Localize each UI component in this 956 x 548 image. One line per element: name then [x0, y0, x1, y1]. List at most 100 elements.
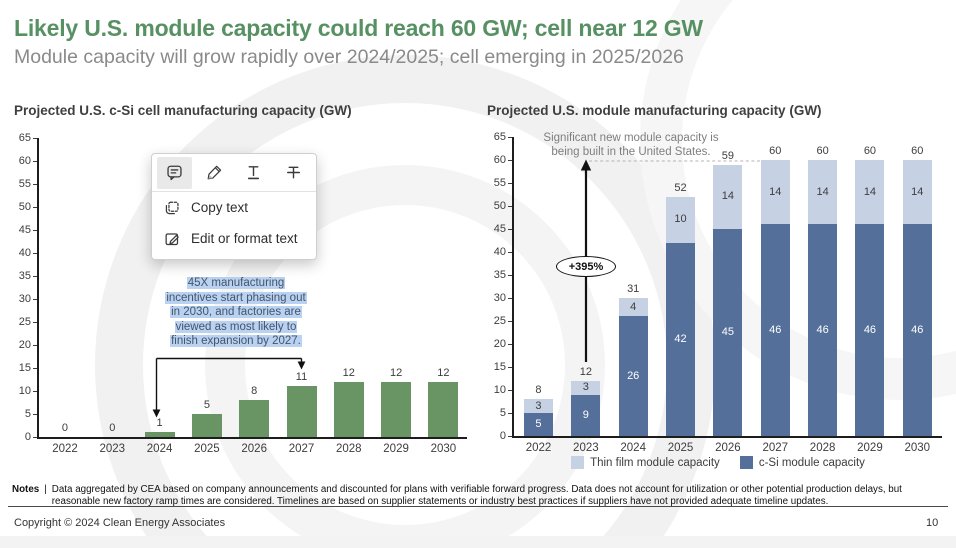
module-annotation-text: Significant new module capacity is being…: [527, 131, 735, 159]
bar-value-label: 1: [156, 417, 163, 430]
x-category-label: 2027: [288, 443, 315, 455]
y-tick-label: 65: [493, 131, 506, 143]
y-tick-mark: [33, 321, 37, 323]
legend-swatch: [571, 456, 585, 469]
annotation-toolbar: [152, 154, 316, 192]
underline-text-icon[interactable]: [236, 157, 271, 189]
y-axis: [512, 137, 514, 436]
y-tick-label: 50: [493, 200, 506, 212]
y-axis: [37, 138, 39, 437]
bar-total-label: 52: [674, 181, 687, 194]
y-tick-label: 5: [24, 408, 31, 420]
csi-bar-segment: [713, 229, 743, 436]
thinfilm-bar-segment: [713, 164, 743, 229]
comment-icon[interactable]: [157, 156, 192, 189]
bar-total-label: 60: [863, 145, 877, 157]
bar-total-label: 59: [721, 149, 735, 162]
csi-bar-segment: [618, 316, 648, 436]
bar-total-label: 8: [535, 384, 542, 397]
y-tick-mark: [508, 412, 512, 414]
slide-title: Likely U.S. module capacity could reach …: [14, 15, 703, 41]
csi-bar-segment: [760, 224, 790, 436]
text-selection-highlight: finish expansion by 2027.: [170, 335, 302, 348]
y-tick-mark: [33, 137, 37, 139]
csi-segment-value: 46: [769, 323, 782, 336]
csi-bar-segment: [524, 413, 553, 436]
growth-percent-badge: +395%: [556, 256, 616, 277]
slide-subtitle: Module capacity will grow rapidly over 2…: [14, 46, 684, 68]
annotation-line: Significant new module capacity is: [543, 132, 719, 144]
edit-format-text-menu-item[interactable]: Edit or format text: [152, 223, 316, 254]
cell-capacity-bar: [381, 381, 412, 437]
y-tick-mark: [33, 436, 37, 438]
thinfilm-bar-segment: [855, 160, 885, 225]
text-selection-context-menu: Copy text Edit or format text: [151, 153, 317, 260]
x-category-label: 2028: [335, 443, 362, 455]
strikethrough-text-icon[interactable]: [276, 157, 311, 189]
bar-value-label: 12: [342, 366, 355, 379]
bar-total-label: 60: [769, 145, 782, 157]
y-tick-label: 5: [499, 407, 506, 419]
y-tick-mark: [508, 159, 512, 161]
y-tick-label: 60: [493, 154, 506, 166]
y-tick-mark: [33, 160, 37, 162]
csi-segment-value: 5: [535, 418, 542, 430]
thinfilm-segment-value: 14: [863, 185, 877, 198]
x-category-label: 2026: [715, 442, 741, 454]
y-tick-label: 35: [18, 270, 31, 282]
csi-segment-value: 46: [911, 323, 924, 336]
y-tick-mark: [508, 274, 512, 276]
selected-annotation-text[interactable]: 45X manufacturing incentives start phasin…: [138, 276, 334, 349]
y-tick-mark: [33, 275, 37, 277]
y-tick-label: 45: [18, 224, 31, 236]
y-tick-label: 55: [493, 177, 506, 189]
thinfilm-segment-value: 14: [816, 185, 829, 198]
y-tick-mark: [33, 413, 37, 415]
notes-block: Notes | Data aggregated by CEA based on …: [12, 484, 948, 507]
x-category-label: 2023: [99, 443, 126, 455]
notes-text: Data aggregated by CEA based on company …: [51, 484, 902, 507]
csi-bar-segment: [571, 394, 601, 436]
page-number: 10: [926, 517, 939, 529]
notes-separator: |: [44, 484, 47, 495]
bar-value-label: 8: [251, 385, 258, 398]
thinfilm-segment-value: 10: [674, 213, 687, 226]
csi-segment-value: 9: [582, 408, 589, 421]
y-tick-mark: [508, 205, 512, 207]
selected-text-line[interactable]: viewed as most likely to: [138, 320, 334, 335]
x-category-label: 2023: [573, 442, 599, 454]
x-category-label: 2029: [857, 442, 883, 454]
y-tick-label: 50: [18, 201, 31, 213]
selected-text-line[interactable]: finish expansion by 2027.: [138, 334, 334, 349]
x-category-label: 2026: [241, 443, 267, 455]
csi-bar-segment: [666, 242, 696, 436]
annotation-line: being built in the United States.: [551, 146, 711, 158]
y-tick-mark: [33, 344, 37, 346]
text-selection-highlight: in 2030, and factories are: [170, 306, 302, 319]
x-category-label: 2029: [383, 443, 409, 455]
copyright-text: Copyright © 2024 Clean Energy Associates: [14, 517, 226, 529]
thinfilm-segment-value: 14: [769, 185, 782, 198]
selected-text-line[interactable]: 45X manufacturing: [138, 276, 334, 291]
y-tick-label: 20: [493, 338, 506, 350]
y-tick-mark: [508, 389, 512, 391]
left-chart-title: Projected U.S. c-Si cell manufacturing c…: [14, 103, 352, 118]
legend-swatch: [739, 456, 753, 469]
x-category-label: 2030: [430, 443, 457, 455]
bar-total-label: 60: [816, 145, 829, 157]
cell-capacity-bar: [286, 386, 317, 437]
y-tick-mark: [508, 228, 512, 230]
y-tick-label: 45: [493, 223, 506, 235]
legend-label: c-Si module capacity: [758, 456, 865, 469]
cell-capacity-bar: [428, 381, 459, 437]
copy-text-menu-item[interactable]: Copy text: [152, 192, 316, 223]
notes-label: Notes: [12, 484, 40, 495]
selected-text-line[interactable]: in 2030, and factories are: [138, 305, 334, 320]
x-axis: [512, 436, 942, 438]
y-tick-label: 20: [18, 339, 31, 351]
bar-value-label: 12: [389, 366, 403, 379]
selected-text-line[interactable]: incentives start phasing out: [138, 291, 334, 306]
y-tick-mark: [33, 183, 37, 185]
highlighter-icon[interactable]: [197, 157, 232, 189]
